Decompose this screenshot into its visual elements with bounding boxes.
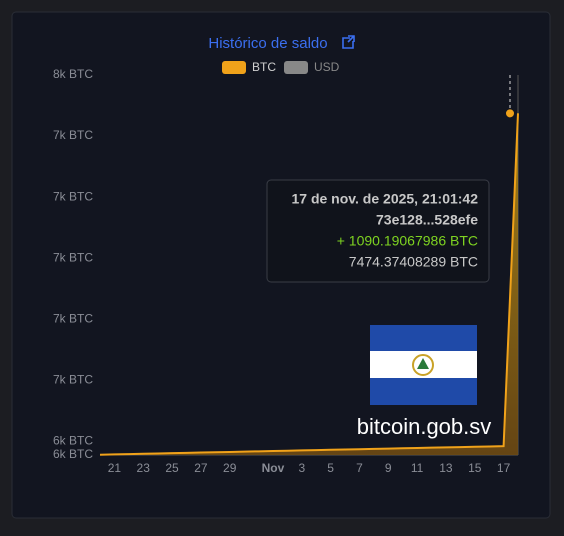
flag [370, 325, 477, 405]
legend-label: USD [314, 60, 340, 74]
x-tick-label: 9 [385, 461, 392, 475]
x-tick-label: 15 [468, 461, 482, 475]
x-tick-label: 25 [165, 461, 179, 475]
tooltip-tx: 73e128...528efe [376, 212, 478, 228]
y-tick-label: 6k BTC [53, 433, 93, 447]
x-tick-label: 23 [137, 461, 151, 475]
legend-label: BTC [252, 60, 276, 74]
legend-swatch [284, 61, 308, 74]
x-tick-label: 27 [194, 461, 208, 475]
x-tick-label: 5 [327, 461, 334, 475]
watermark: bitcoin.gob.sv [357, 414, 492, 439]
hover-point [506, 109, 514, 118]
y-tick-label: 7k BTC [53, 250, 93, 264]
y-tick-label: 7k BTC [53, 372, 93, 386]
line [99, 113, 519, 456]
tooltip-change: + 1090.19067986 BTC [337, 233, 478, 249]
x-tick-label: 7 [356, 461, 363, 475]
legend-swatch [222, 61, 246, 74]
y-tick-label: 7k BTC [53, 128, 93, 142]
x-tick-label: 11 [411, 461, 424, 475]
tooltip: 17 de nov. de 2025, 21:01:42 73e128...52… [266, 179, 490, 283]
x-tick-label: 17 [497, 461, 511, 475]
x-tick-label: 13 [439, 461, 453, 475]
y-tick-label: 7k BTC [53, 189, 93, 203]
tooltip-balance: 7474.37408289 BTC [349, 254, 478, 270]
chart-title: Histórico de saldo [208, 35, 327, 52]
x-tick-label: Nov [262, 461, 285, 475]
y-tick-label: 6k BTC [53, 447, 93, 461]
y-tick-label: 8k BTC [53, 67, 93, 81]
x-tick-label: 29 [223, 461, 237, 475]
x-tick-label: 21 [108, 461, 122, 475]
tooltip-time: 17 de nov. de 2025, 21:01:42 [291, 191, 478, 207]
x-tick-label: 3 [298, 461, 305, 475]
y-tick-label: 7k BTC [53, 311, 93, 325]
external-link-icon[interactable] [342, 35, 355, 49]
